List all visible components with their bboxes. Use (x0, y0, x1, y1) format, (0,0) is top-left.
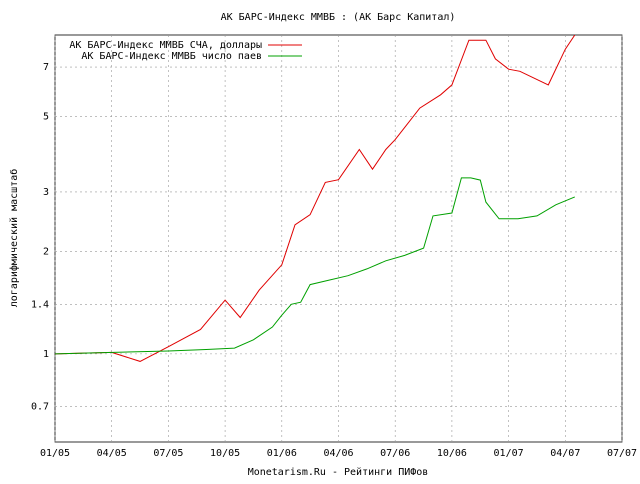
y-tick-label: 1 (43, 349, 49, 360)
legend-label: АК БАРС-Индекс ММВБ число паев (81, 51, 262, 62)
legend-label: АК БАРС-Индекс ММВБ СЧА, доллары (69, 40, 262, 51)
y-tick-label: 7 (43, 62, 49, 73)
x-tick-label: 10/06 (437, 448, 467, 459)
series-line (55, 177, 575, 355)
y-axis-label: логарифмический масштаб (8, 169, 20, 307)
x-tick-label: 04/07 (550, 448, 580, 459)
x-tick-label: 07/05 (153, 448, 183, 459)
x-tick-label: 01/07 (494, 448, 524, 459)
y-tick-label: 3 (43, 187, 49, 198)
y-tick-label: 1.4 (31, 299, 49, 310)
x-axis-label: Monetarism.Ru - Рейтинги ПИФов (248, 466, 429, 478)
series-line (55, 35, 576, 362)
x-tick-label: 07/07 (607, 448, 637, 459)
x-tick-label: 10/05 (210, 448, 240, 459)
x-tick-label: 01/06 (267, 448, 297, 459)
chart-title: АК БАРС-Индекс ММВБ : (АК Барс Капитал) (221, 12, 456, 23)
x-tick-label: 04/05 (97, 448, 127, 459)
y-tick-label: 5 (43, 112, 49, 123)
x-tick-label: 01/05 (40, 448, 70, 459)
y-tick-label: 0.7 (31, 401, 49, 412)
y-tick-label: 2 (43, 247, 49, 258)
x-tick-label: 04/06 (323, 448, 353, 459)
x-tick-label: 07/06 (380, 448, 410, 459)
